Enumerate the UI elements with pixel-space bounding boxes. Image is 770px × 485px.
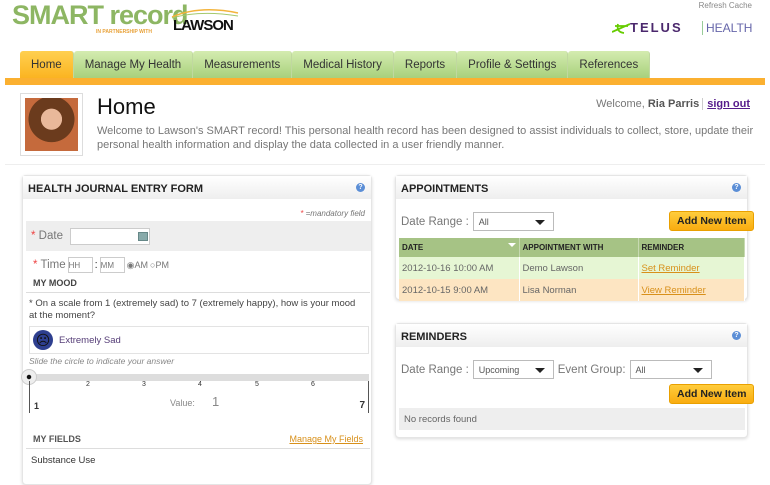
tab-manage-my-health[interactable]: Manage My Health [73, 51, 194, 78]
tick-label: 5 [255, 381, 259, 388]
page-title: Home [97, 94, 156, 119]
date-label: * Date [31, 230, 63, 242]
tick-label: 6 [311, 381, 315, 388]
value-label: Value: [170, 398, 195, 408]
substance-use-field[interactable]: Substance Use [31, 455, 96, 466]
scale-min: 1 [34, 401, 40, 411]
date-row: * Date [26, 221, 371, 251]
mandatory-note: * =mandatory field [300, 209, 365, 218]
my-mood-heading: MY MOOD [33, 278, 77, 288]
tab-measurements[interactable]: Measurements [193, 51, 293, 78]
panel-title: HEALTH JOURNAL ENTRY FORM [28, 183, 203, 195]
help-icon[interactable]: ? [732, 183, 741, 192]
welcome-user: Welcome, Ria Parris sign out [596, 98, 750, 110]
help-icon[interactable]: ? [356, 183, 365, 192]
health-journal-panel: HEALTH JOURNAL ENTRY FORM? * =mandatory … [21, 175, 372, 485]
column-appointment-with: APPOINTMENT WITH [519, 238, 639, 257]
scale-max: 7 [359, 400, 365, 411]
telus-logo-icon [612, 23, 630, 34]
smart-record-logo: SMART record [12, 0, 189, 30]
set-reminder-link[interactable]: Set Reminder [641, 262, 700, 274]
reminders-filters: Date Range : Upcoming Event Group: All [401, 360, 712, 379]
welcome-description: Welcome to Lawson's SMART record! This p… [97, 125, 754, 151]
tick-label: 2 [86, 381, 90, 388]
date-range-select[interactable]: All [472, 212, 554, 231]
refresh-cache-link[interactable]: Refresh Cache [698, 1, 752, 10]
minute-input[interactable] [99, 257, 125, 273]
table-row: 2012-10-16 10:00 AM Demo Lawson Set Remind… [399, 257, 745, 279]
mood-question: * On a scale from 1 (extremely sad) to 7… [29, 298, 356, 321]
column-reminder: REMINDER [638, 238, 745, 257]
mood-display: ☹ Extremely Sad [29, 326, 369, 354]
event-group-select[interactable]: All [629, 360, 712, 379]
appointments-panel: APPOINTMENTS? Date Range : All Add New I… [395, 175, 755, 301]
tick-label: 4 [198, 381, 202, 388]
slide-hint: Slide the circle to indicate your answer [29, 356, 175, 366]
mood-slider-track[interactable] [29, 374, 369, 381]
my-fields-heading: MY FIELDS [33, 434, 81, 444]
column-date[interactable]: DATE [399, 238, 520, 257]
date-range-select[interactable]: Upcoming [472, 360, 554, 379]
mood-value: 1 [212, 394, 220, 409]
tab-medical-history[interactable]: Medical History [292, 51, 394, 78]
user-name: Ria Parris [647, 98, 700, 110]
tab-profile-settings[interactable]: Profile & Settings [457, 51, 569, 78]
mood-scale: 2 3 4 5 6 1 7 Value: 1 [29, 381, 369, 413]
telus-health-logo: HEALTH [702, 21, 752, 35]
event-group-label: Event Group: [557, 363, 626, 376]
table-row: 2012-10-15 9:00 AM Lisa Norman View Remind… [399, 279, 745, 301]
panel-title: REMINDERS [401, 331, 468, 343]
telus-logo: TELUS [630, 20, 683, 35]
main-nav: Home Manage My Health Measurements Medic… [20, 51, 651, 78]
tick-label: 3 [142, 381, 146, 388]
sign-out-link[interactable]: sign out [702, 98, 750, 110]
nav-underline [5, 78, 765, 85]
add-appointment-button[interactable]: Add New Item [669, 211, 755, 231]
time-label: Time [40, 259, 66, 271]
manage-my-fields-link[interactable]: Manage My Fields [289, 434, 363, 444]
view-reminder-link[interactable]: View Reminder [641, 284, 706, 296]
mood-label: Extremely Sad [59, 335, 121, 346]
tab-home[interactable]: Home [20, 51, 74, 78]
hour-input[interactable] [67, 257, 93, 273]
appointments-filters: Date Range : All [401, 212, 554, 231]
date-range-label: Date Range : [401, 215, 469, 228]
sort-down-icon[interactable] [507, 243, 516, 251]
appointments-table: DATE APPOINTMENT WITH REMINDER 2012-10-16 … [399, 238, 745, 301]
divider [5, 164, 765, 165]
time-row: * Time : ◉AM ○PM [33, 257, 169, 273]
empty-state: No records found [399, 408, 745, 430]
add-reminder-button[interactable]: Add New Item [669, 384, 755, 404]
panel-title: APPOINTMENTS [401, 183, 489, 195]
am-radio[interactable]: ◉AM [126, 259, 149, 270]
date-input[interactable] [70, 228, 150, 245]
avatar [20, 93, 83, 156]
pm-radio[interactable]: ○PM [150, 260, 169, 270]
date-range-label: Date Range : [401, 363, 469, 376]
help-icon[interactable]: ? [732, 331, 741, 340]
calendar-icon[interactable] [138, 232, 148, 241]
sad-face-icon: ☹ [33, 330, 53, 350]
tab-references[interactable]: References [568, 51, 651, 78]
lawson-swoosh-icon [171, 9, 239, 19]
partner-text: IN PARTNERSHIP WITH [96, 29, 152, 35]
tab-reports[interactable]: Reports [393, 51, 458, 78]
lawson-logo: LAWSON [173, 17, 234, 34]
reminders-panel: REMINDERS? Date Range : Upcoming Event G… [395, 323, 755, 438]
